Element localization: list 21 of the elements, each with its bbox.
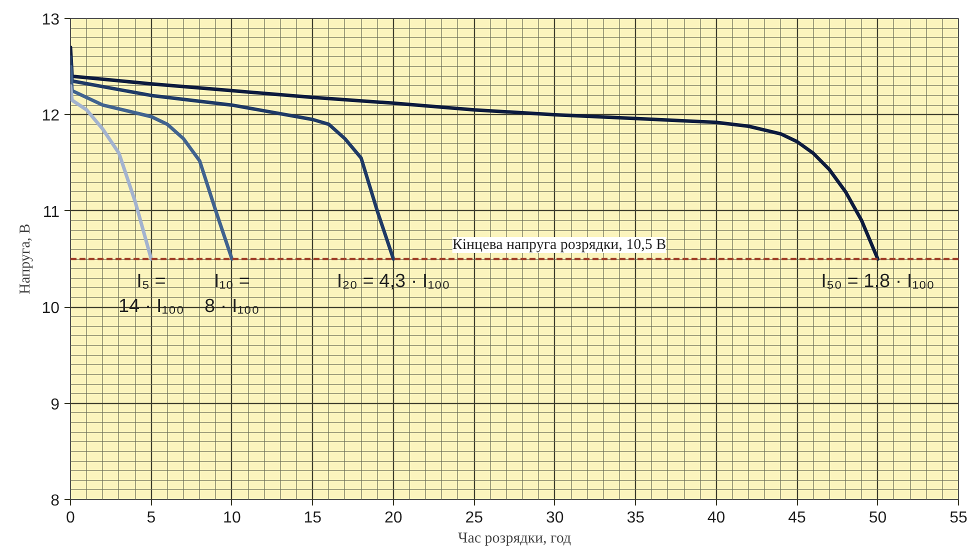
y-tick-label: 8 [50, 492, 60, 510]
y-tick-label: 13 [42, 12, 60, 28]
x-tick-label: 35 [626, 510, 645, 526]
y-tick-label: 10 [42, 300, 60, 318]
x-axis-title: Час розрядки, год [458, 530, 572, 546]
x-tick-label: 55 [950, 510, 968, 526]
x-tick-label: 10 [223, 510, 241, 526]
y-tick-label: 12 [42, 108, 60, 125]
x-tick-label: 40 [707, 510, 726, 526]
y-tick-label: 11 [42, 204, 60, 221]
ref-line-label: Кінцева напруга розрядки, 10,5 В [452, 237, 666, 253]
y-tick-label: 9 [50, 396, 60, 414]
y-axis-title: Напруга, В [18, 224, 34, 294]
x-tick-label: 45 [788, 510, 806, 526]
x-tick-label: 5 [146, 510, 156, 526]
x-tick-label: 20 [384, 510, 402, 526]
x-tick-label: 0 [66, 510, 76, 526]
x-tick-label: 15 [304, 510, 322, 526]
x-tick-label: 50 [868, 510, 887, 526]
x-tick-label: 25 [465, 510, 484, 526]
x-tick-label: 30 [546, 510, 564, 526]
